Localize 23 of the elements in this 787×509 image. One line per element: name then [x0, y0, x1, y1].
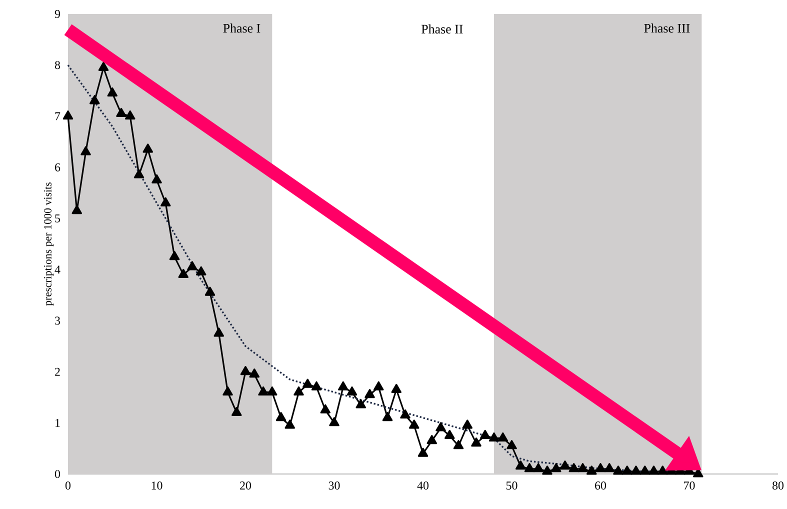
x-tick-label: 50 [506, 482, 518, 490]
x-tick-label: 80 [772, 482, 784, 490]
y-tick-label: 6 [55, 163, 60, 172]
y-tick-label: 5 [55, 214, 60, 222]
x-tick-label: 60 [595, 482, 606, 490]
y-tick-label: 7 [55, 112, 60, 120]
x-tick-label: 30 [328, 482, 340, 490]
x-tick-label: 0 [65, 482, 71, 490]
y-axis-title: prescriptions per 1000 visits [44, 182, 54, 306]
y-tick-label: 2 [55, 368, 60, 376]
x-tick-label: 70 [684, 482, 695, 490]
y-tick-label: 8 [54, 61, 60, 70]
band-label: Phase III [644, 24, 690, 33]
x-tick-label: 20 [240, 482, 252, 490]
x-tick-label: 40 [417, 482, 429, 490]
y-tick-label: 0 [54, 470, 60, 478]
annotation: Phase II [422, 24, 463, 34]
x-tick-label: 10 [152, 482, 162, 490]
y-tick-label: 1 [56, 418, 60, 427]
y-tick-label: 3 [55, 316, 60, 325]
band-label: Phase I [223, 24, 260, 33]
y-tick-label: 9 [54, 10, 60, 18]
y-tick-label: 4 [54, 266, 60, 274]
